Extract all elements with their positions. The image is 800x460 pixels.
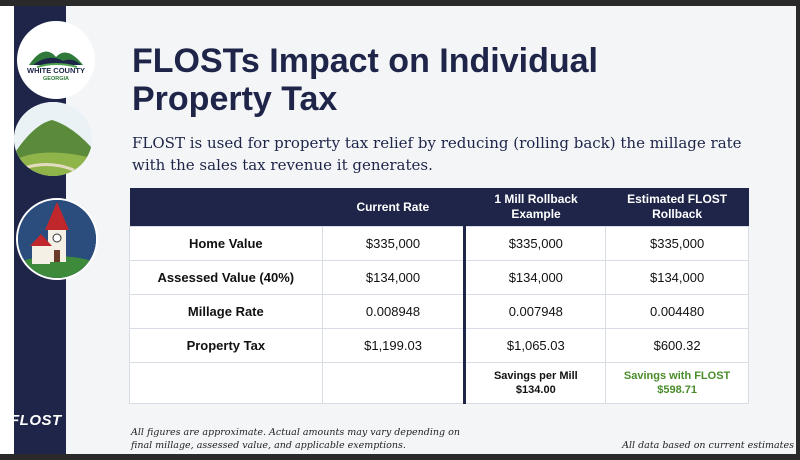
church-badge	[16, 198, 98, 280]
table-row: Property Tax $1,199.03 $1,065.03 $600.32	[129, 328, 749, 363]
savings-per-mill-cell: Savings per Mill $134.00	[463, 362, 607, 404]
property-tax-table: Current Rate 1 Mill Rollback Example Est…	[129, 188, 749, 404]
table-header-cell	[129, 188, 323, 227]
table-cell: $134,000	[321, 260, 466, 295]
table-cell: $1,065.03	[463, 328, 607, 363]
row-label: Home Value	[129, 226, 323, 261]
row-label: Property Tax	[129, 328, 323, 363]
table-cell: $335,000	[605, 226, 749, 261]
slide: FLOST WHITE COUNTY GEORGIA	[0, 6, 796, 454]
savings-flost-label: Savings with FLOST	[623, 370, 731, 382]
savings-per-mill-label: Savings per Mill	[493, 370, 578, 382]
logo-state-name: GEORGIA	[43, 76, 69, 82]
table-header-cell: Current Rate	[322, 188, 465, 227]
logo-county-name: WHITE COUNTY	[27, 66, 85, 75]
savings-per-mill-value: $134.00	[515, 384, 556, 396]
white-county-logo: WHITE COUNTY GEORGIA	[17, 21, 95, 99]
row-label: Millage Rate	[129, 294, 323, 329]
table-header-cell: Estimated FLOST Rollback	[605, 188, 749, 227]
table-cell: $134,000	[463, 260, 607, 295]
flost-logo: FLOST	[10, 412, 62, 429]
church-icon	[18, 200, 96, 278]
estimates-note: All data based on current estimates	[622, 440, 794, 451]
table-cell: 0.008948	[321, 294, 466, 329]
table-row: Home Value $335,000 $335,000 $335,000	[129, 226, 749, 261]
disclaimer-footnote: All figures are approximate. Actual amou…	[131, 427, 460, 451]
mountain-landscape-icon	[14, 102, 92, 176]
page-subtitle: FLOST is used for property tax relief by…	[132, 134, 742, 174]
sidebar-stripe	[0, 6, 14, 454]
mountain-logo-icon	[29, 51, 83, 68]
savings-flost-cell: Savings with FLOST $598.71	[605, 362, 749, 404]
table-row: Millage Rate 0.008948 0.007948 0.004480	[129, 294, 749, 329]
page-title: FLOSTs Impact on Individual Property Tax	[132, 42, 598, 118]
table-cell: $1,199.03	[321, 328, 466, 363]
savings-row: Savings per Mill $134.00 Savings with FL…	[129, 362, 749, 404]
table-cell: 0.004480	[605, 294, 749, 329]
table-cell: $335,000	[321, 226, 466, 261]
mountain-photo	[14, 102, 92, 176]
empty-cell	[129, 362, 323, 404]
savings-flost-value: $598.71	[657, 384, 697, 396]
table-cell: $600.32	[605, 328, 749, 363]
table-header-row: Current Rate 1 Mill Rollback Example Est…	[129, 188, 749, 227]
table-cell: $335,000	[463, 226, 607, 261]
table-row: Assessed Value (40%) $134,000 $134,000 $…	[129, 260, 749, 295]
row-label: Assessed Value (40%)	[129, 260, 323, 295]
table-cell: $134,000	[605, 260, 749, 295]
table-cell: 0.007948	[463, 294, 607, 329]
empty-cell	[321, 362, 466, 404]
table-header-cell: 1 Mill Rollback Example	[463, 188, 606, 227]
